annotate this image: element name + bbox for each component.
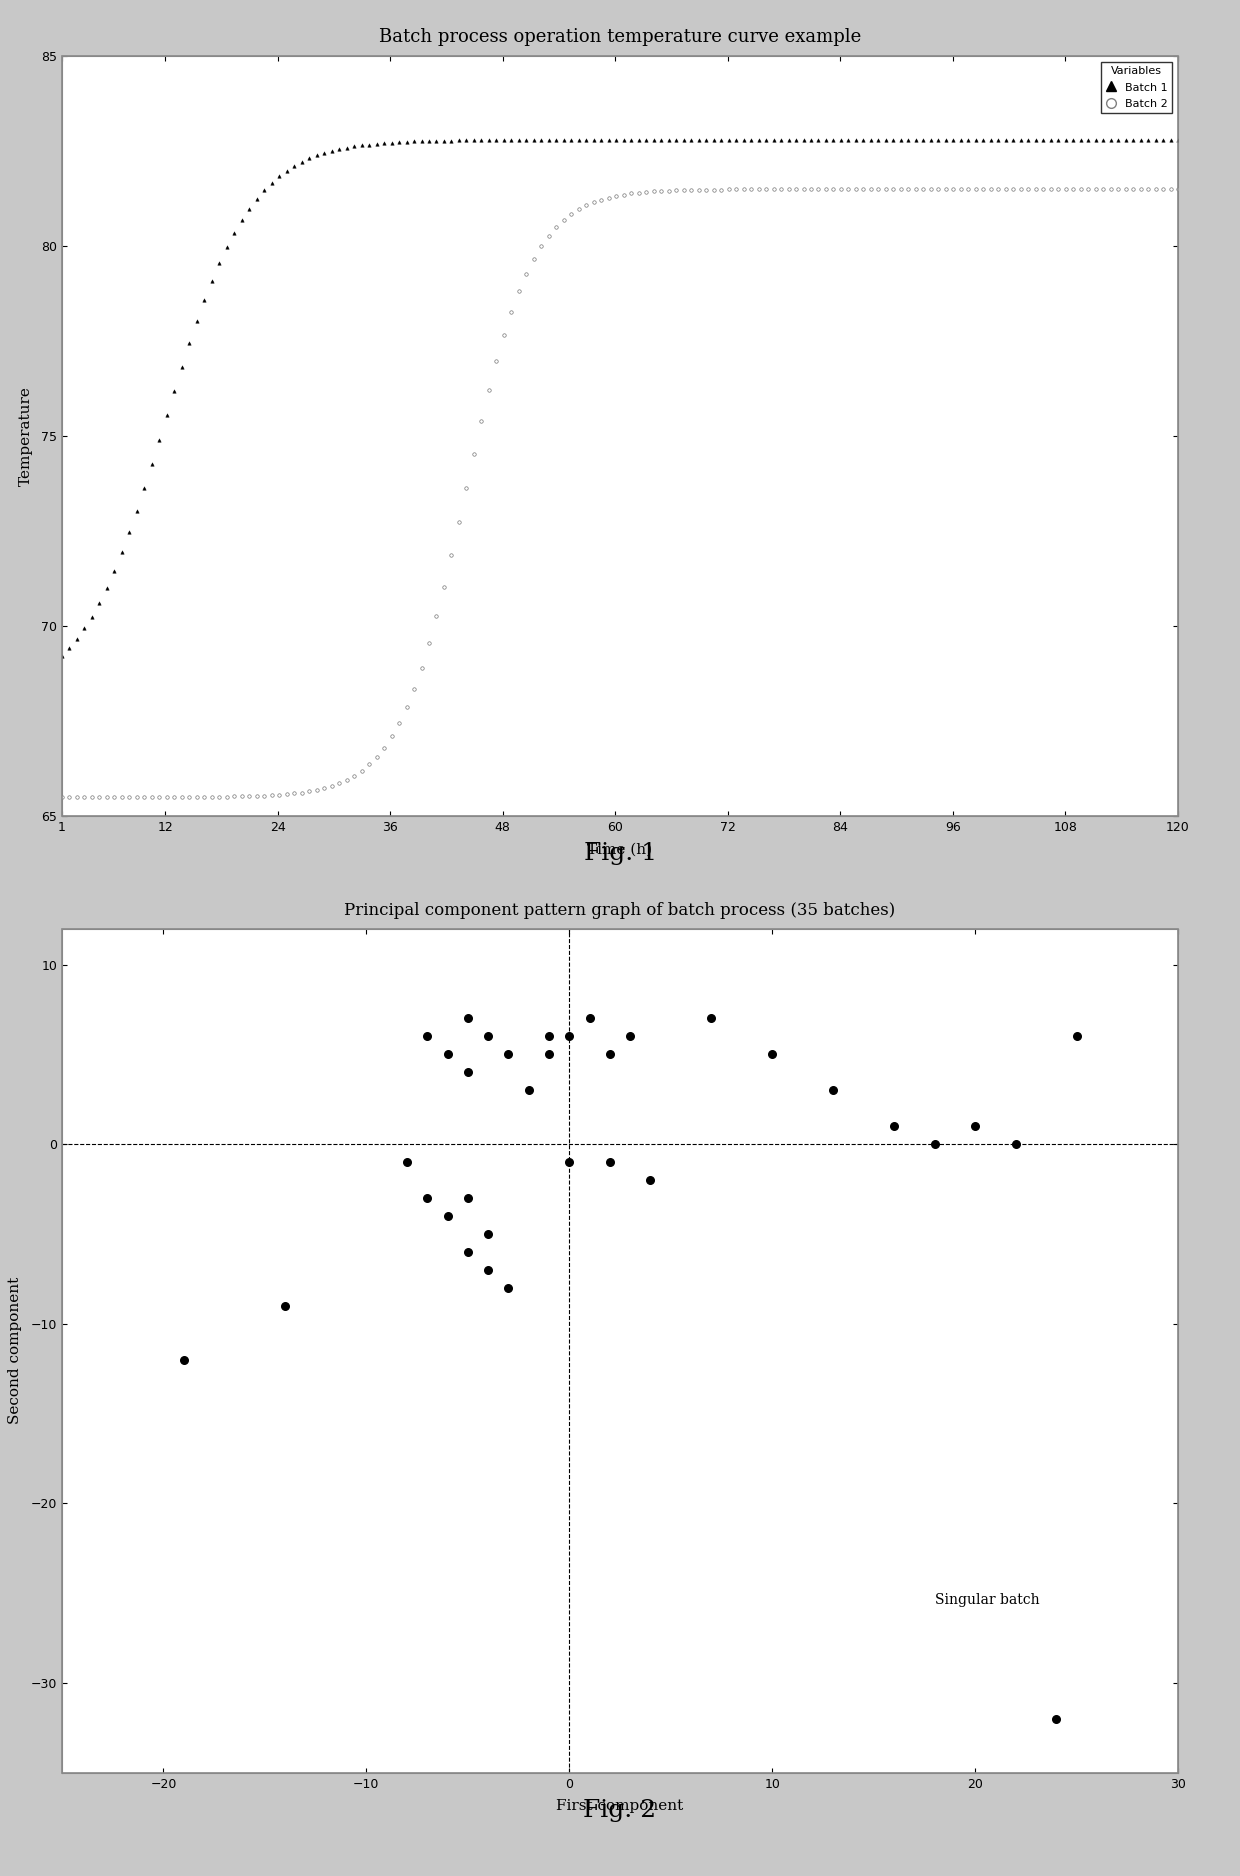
Point bbox=[823, 1075, 843, 1105]
Point bbox=[479, 1255, 498, 1285]
Point bbox=[965, 1111, 985, 1141]
Point bbox=[397, 1146, 417, 1176]
Point bbox=[498, 1039, 518, 1069]
Point bbox=[702, 1004, 722, 1034]
Point bbox=[763, 1039, 782, 1069]
Text: Singular batch: Singular batch bbox=[935, 1593, 1039, 1608]
Text: Fig. 2: Fig. 2 bbox=[584, 1799, 656, 1822]
Point bbox=[174, 1345, 193, 1375]
Title: Batch process operation temperature curve example: Batch process operation temperature curv… bbox=[379, 28, 861, 47]
Point bbox=[600, 1146, 620, 1176]
Point bbox=[1047, 1703, 1066, 1733]
Point bbox=[479, 1219, 498, 1249]
Point bbox=[418, 1021, 438, 1051]
Point bbox=[438, 1201, 458, 1231]
Point bbox=[925, 1129, 945, 1159]
Point bbox=[275, 1291, 295, 1321]
Point bbox=[884, 1111, 904, 1141]
Point bbox=[641, 1165, 661, 1195]
Y-axis label: Temperature: Temperature bbox=[19, 386, 32, 486]
Point bbox=[1006, 1129, 1025, 1159]
Point bbox=[479, 1021, 498, 1051]
Title: Principal component pattern graph of batch process (35 batches): Principal component pattern graph of bat… bbox=[345, 902, 895, 919]
Point bbox=[438, 1039, 458, 1069]
Point bbox=[458, 1004, 477, 1034]
Point bbox=[458, 1184, 477, 1214]
Text: Fig. 1: Fig. 1 bbox=[584, 842, 656, 865]
Point bbox=[539, 1021, 559, 1051]
Point bbox=[559, 1146, 579, 1176]
Point bbox=[559, 1021, 579, 1051]
Point bbox=[539, 1039, 559, 1069]
Legend: Batch 1, Batch 2: Batch 1, Batch 2 bbox=[1101, 62, 1173, 113]
Point bbox=[579, 1004, 599, 1034]
Point bbox=[458, 1058, 477, 1088]
Point bbox=[418, 1184, 438, 1214]
Point bbox=[1066, 1021, 1086, 1051]
Point bbox=[620, 1021, 640, 1051]
Point bbox=[458, 1236, 477, 1266]
Point bbox=[600, 1039, 620, 1069]
Point bbox=[518, 1075, 538, 1105]
Point bbox=[498, 1272, 518, 1302]
X-axis label: First component: First component bbox=[557, 1799, 683, 1812]
Y-axis label: Second component: Second component bbox=[9, 1278, 22, 1424]
X-axis label: Time (h): Time (h) bbox=[588, 842, 652, 855]
